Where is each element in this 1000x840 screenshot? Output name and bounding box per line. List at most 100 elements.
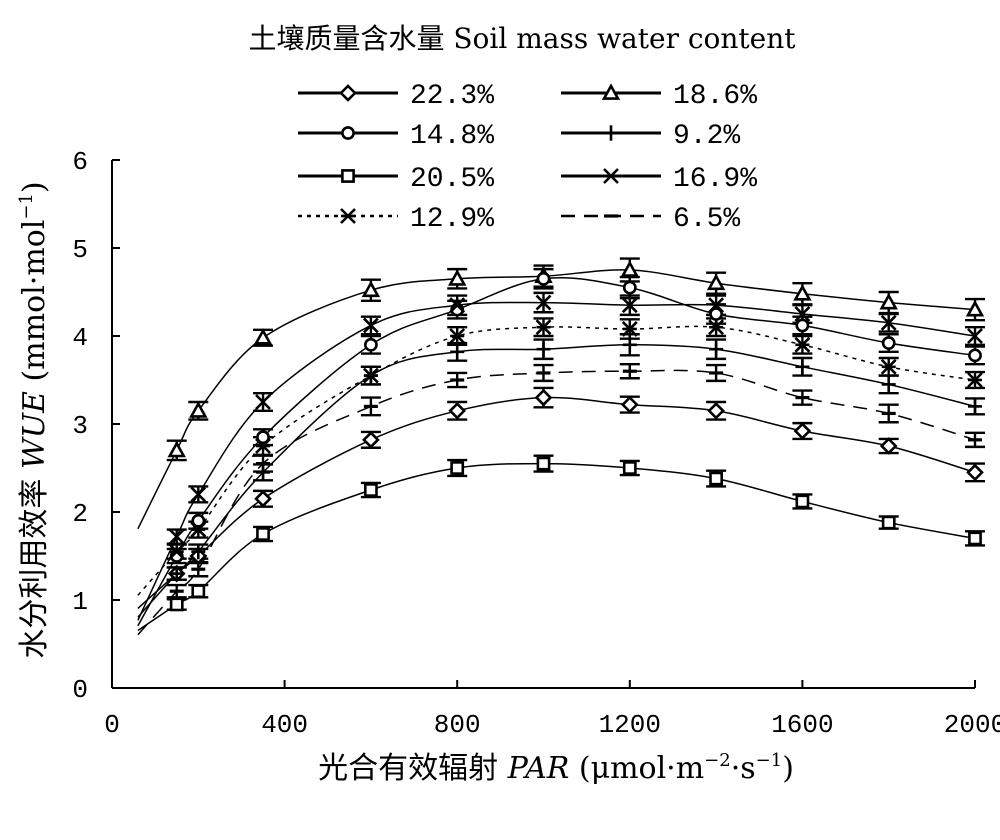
point-18.6% [167,440,186,458]
y-tick-label: 4 [72,323,88,353]
legend-item-9.2%: 9.2% [561,121,740,152]
point-22.3% [707,401,725,420]
legend-item-20.5%: 20.5% [298,164,494,195]
legend-label: 18.6% [673,81,757,112]
fit-curve-9.2% [137,344,976,618]
point-12.9% [621,321,638,337]
x-ticks: 0 400 800 1200 1600 2000 [104,680,1000,740]
point-9.2% [536,341,551,357]
point-16.9% [255,394,271,410]
y-axis-label-end: ) [17,181,52,193]
point-9.2% [622,337,637,353]
point-12.9% [967,372,983,388]
point-9.2% [795,359,810,375]
fit-curve-20.5% [137,462,976,632]
legend-marker [603,168,619,184]
point-12.9% [535,319,552,336]
legend: 22.3% 18.6% 14.8% 9.2% 20.5% 16.9% 12.9% 6.5% [298,81,757,235]
point-20.5% [363,483,378,497]
y-tick-label: 2 [72,499,88,529]
x-axis-label-sup1: −2 [704,750,731,771]
x-tick-label: 800 [434,710,481,740]
y-tick-label: 0 [72,675,88,705]
point-22.3% [362,431,380,449]
point-12.9% [168,543,185,560]
point-12.9% [449,328,466,344]
y-axis-label-sup: −1 [16,193,37,220]
point-16.9% [967,328,983,344]
point-9.2% [881,376,896,393]
legend-marker [604,125,618,141]
point-20.5% [709,471,723,486]
y-tick-label: 6 [72,147,88,177]
point-12.9% [362,367,379,384]
point-22.3% [966,463,984,482]
point-14.8% [795,318,810,333]
point-14.8% [256,430,270,445]
point-12.9% [708,319,725,336]
point-9.2% [709,341,724,357]
legend-marker [341,126,355,140]
point-22.3% [448,401,467,420]
point-16.9% [168,528,185,545]
y-tick-label: 3 [72,411,88,441]
point-14.8% [536,271,551,286]
point-22.3% [793,422,812,440]
point-16.9% [190,486,207,503]
point-12.9% [190,521,207,538]
point-20.5% [536,456,551,471]
y-ticks: 0 1 2 3 4 5 6 [72,147,120,705]
x-axis-label-unit: (μmol·m [569,751,704,786]
point-14.8% [881,336,896,350]
point-14.8% [363,337,378,352]
data-markers [167,260,985,612]
legend-item-6.5%: 6.5% [561,204,740,235]
point-12.9% [880,358,897,375]
legend-marker [340,208,356,224]
point-16.9% [621,297,638,314]
legend-label: 9.2% [673,121,740,152]
point-22.3% [879,437,898,455]
legend-label: 20.5% [410,164,494,195]
point-18.6% [447,269,467,286]
legend-label: 14.8% [410,121,494,152]
point-9.2% [450,344,465,360]
y-axis-label: 水分利用效率 WUE (mmol·mol−1) [16,181,52,658]
point-16.9% [708,297,725,314]
point-18.6% [706,273,726,291]
x-axis-label: 光合有效辐射 PAR (μmol·m−2·s−1) [318,750,794,786]
point-20.5% [169,597,184,612]
point-18.6% [620,260,640,277]
point-20.5% [450,461,465,475]
point-16.9% [449,297,466,314]
point-16.9% [535,294,552,311]
legend-item-12.9%: 12.9% [298,204,494,235]
legend-item-14.8%: 14.8% [298,121,494,152]
point-22.3% [254,489,272,508]
y-tick-label: 1 [72,587,88,617]
legend-marker [341,169,355,183]
point-22.3% [620,395,639,414]
legend-item-22.3%: 22.3% [298,81,494,112]
x-axis-label-prefix: 光合有效辐射 [318,751,508,786]
point-9.2% [256,464,271,481]
legend-item-16.9%: 16.9% [561,164,757,195]
point-18.6% [253,328,273,345]
y-tick-label: 5 [72,235,88,265]
point-18.6% [965,299,985,317]
point-14.8% [968,348,982,363]
x-axis-label-end: ) [782,751,794,786]
x-axis-label-mid: ·s [731,751,756,786]
legend-label: 12.9% [410,204,494,235]
point-14.8% [709,307,723,321]
legend-label: 16.9% [673,164,757,195]
point-20.5% [622,461,637,475]
x-tick-label: 1600 [771,710,833,740]
point-16.9% [362,317,379,334]
point-20.5% [191,584,206,599]
legend-item-18.6%: 18.6% [561,81,757,112]
legend-label: 6.5% [673,204,740,235]
point-14.8% [622,280,637,295]
